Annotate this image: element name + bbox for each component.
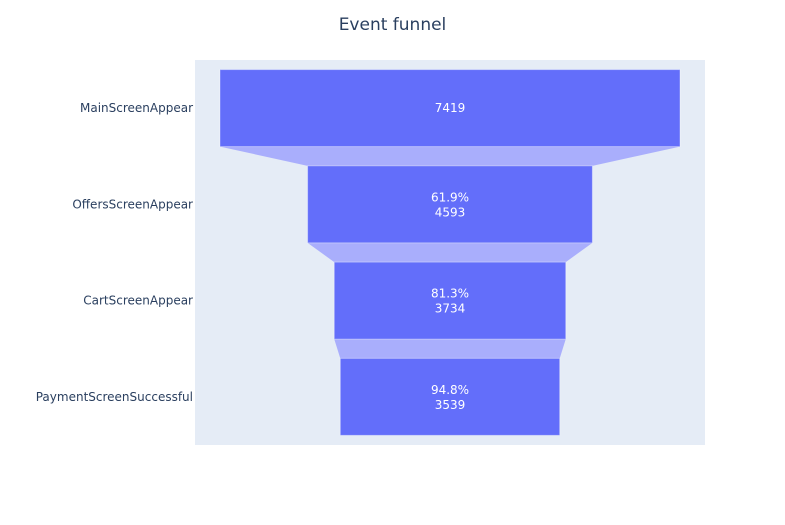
percent-label: 61.9% xyxy=(431,190,469,204)
chart-title: Event funnel xyxy=(339,15,447,35)
category-label: OffersScreenAppear xyxy=(72,197,193,211)
value-label: 3734 xyxy=(435,302,466,316)
percent-label: 94.8% xyxy=(431,383,469,397)
funnel-bar-1 xyxy=(219,69,681,148)
connector-2 xyxy=(307,242,593,263)
funnel-bar-4 xyxy=(339,357,561,436)
value-label: 3539 xyxy=(435,398,466,412)
connector-1 xyxy=(220,146,680,166)
funnel-bar-2 xyxy=(307,165,593,244)
category-label: MainScreenAppear xyxy=(80,101,193,115)
value-label: 7419 xyxy=(435,101,466,115)
category-label: CartScreenAppear xyxy=(83,294,193,308)
bars xyxy=(219,69,681,436)
category-label: PaymentScreenSuccessful xyxy=(36,390,193,404)
labels: MainScreenAppear 7419 OffersScreenAppear 61… xyxy=(36,101,469,412)
funnel-bar-3 xyxy=(333,261,567,340)
percent-label: 81.3% xyxy=(431,287,469,301)
connectors xyxy=(220,146,680,359)
connector-3 xyxy=(334,339,566,359)
value-label: 4593 xyxy=(435,205,466,219)
